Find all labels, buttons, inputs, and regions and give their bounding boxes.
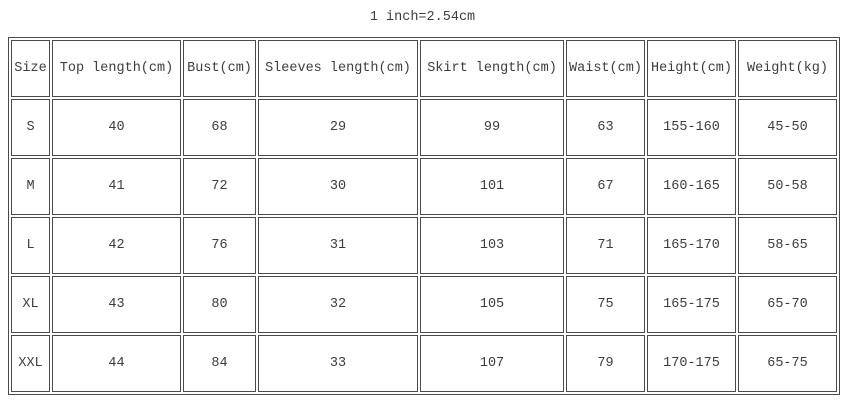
table-cell: 42 (52, 217, 181, 274)
table-cell: 75 (566, 276, 645, 333)
table-row-l: L 42 76 31 103 71 165-170 58-65 (11, 217, 837, 274)
table-cell: 71 (566, 217, 645, 274)
table-cell: 68 (183, 99, 256, 156)
table-cell: 80 (183, 276, 256, 333)
column-header-weight: Weight(kg) (738, 40, 837, 97)
size-chart-table: Size Top length(cm) Bust(cm) Sleeves len… (8, 37, 840, 395)
table-cell: 44 (52, 335, 181, 392)
table-row-s: S 40 68 29 99 63 155-160 45-50 (11, 99, 837, 156)
table-cell: 67 (566, 158, 645, 215)
table-row-xxl: XXL 44 84 33 107 79 170-175 65-75 (11, 335, 837, 392)
table-cell: 41 (52, 158, 181, 215)
header-row: Size Top length(cm) Bust(cm) Sleeves len… (11, 40, 837, 97)
table-row-m: M 41 72 30 101 67 160-165 50-58 (11, 158, 837, 215)
table-cell: 165-175 (647, 276, 736, 333)
table-cell: 155-160 (647, 99, 736, 156)
table-cell: 29 (258, 99, 418, 156)
table-cell: 31 (258, 217, 418, 274)
column-header-height: Height(cm) (647, 40, 736, 97)
column-header-skirt-length: Skirt length(cm) (420, 40, 564, 97)
table-cell: 103 (420, 217, 564, 274)
table-cell: 32 (258, 276, 418, 333)
table-cell: 84 (183, 335, 256, 392)
column-header-top-length: Top length(cm) (52, 40, 181, 97)
table-cell: 33 (258, 335, 418, 392)
size-label: L (11, 217, 50, 274)
table-cell: 65-70 (738, 276, 837, 333)
table-cell: 58-65 (738, 217, 837, 274)
table-row-xl: XL 43 80 32 105 75 165-175 65-70 (11, 276, 837, 333)
size-label: XL (11, 276, 50, 333)
table-cell: 160-165 (647, 158, 736, 215)
table-cell: 99 (420, 99, 564, 156)
table-cell: 105 (420, 276, 564, 333)
conversion-note-title: 1 inch=2.54cm (369, 10, 476, 25)
size-label: S (11, 99, 50, 156)
table-cell: 107 (420, 335, 564, 392)
table-cell: 50-58 (738, 158, 837, 215)
size-label: XXL (11, 335, 50, 392)
table-cell: 72 (183, 158, 256, 215)
size-label: M (11, 158, 50, 215)
table-cell: 170-175 (647, 335, 736, 392)
column-header-size: Size (11, 40, 50, 97)
table-cell: 45-50 (738, 99, 837, 156)
table-cell: 65-75 (738, 335, 837, 392)
table-cell: 76 (183, 217, 256, 274)
table-cell: 165-170 (647, 217, 736, 274)
table-cell: 43 (52, 276, 181, 333)
column-header-sleeves-length: Sleeves length(cm) (258, 40, 418, 97)
table-cell: 101 (420, 158, 564, 215)
table-cell: 79 (566, 335, 645, 392)
table-cell: 40 (52, 99, 181, 156)
column-header-bust: Bust(cm) (183, 40, 256, 97)
table-cell: 63 (566, 99, 645, 156)
column-header-waist: Waist(cm) (566, 40, 645, 97)
table-cell: 30 (258, 158, 418, 215)
